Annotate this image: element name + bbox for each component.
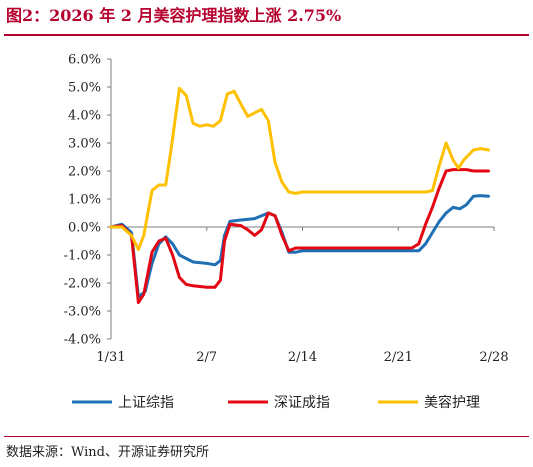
- x-tick-label: 1/31: [96, 350, 125, 365]
- y-tick-label: 5.0%: [68, 81, 101, 96]
- legend-label: 美容护理: [424, 394, 480, 411]
- chart-legend: 上证综指 深证成指 美容护理: [72, 394, 480, 411]
- x-tick-label: 2/21: [384, 350, 413, 365]
- y-tick-label: -1.0%: [64, 249, 101, 264]
- series-line-3: [111, 88, 489, 249]
- y-tick-label: -2.0%: [64, 277, 101, 292]
- y-tick-label: 1.0%: [68, 193, 101, 208]
- legend-label: 深证成指: [274, 395, 330, 411]
- legend-label: 上证综指: [118, 395, 174, 411]
- y-tick-label: 3.0%: [68, 137, 101, 152]
- series-lines: [111, 88, 489, 302]
- y-tick-label: -4.0%: [64, 333, 101, 348]
- y-tick-label: -3.0%: [64, 305, 101, 320]
- figure-title: 图2：2026 年 2 月美容护理指数上涨 2.75%: [6, 2, 527, 30]
- x-axis-tick-labels: 1/31 2/7 2/14 2/21 2/28: [96, 350, 508, 365]
- y-tick-label: 2.0%: [68, 165, 101, 180]
- y-tick-label: 4.0%: [68, 109, 101, 124]
- source-divider: [4, 436, 529, 437]
- figure-source-note: 数据来源：Wind、开源证券研究所: [6, 441, 209, 460]
- legend-item: 上证综指: [72, 395, 174, 411]
- line-chart: 6.0% 5.0% 4.0% 3.0% 2.0% 1.0% 0.0% -1.0% -2.0% -3…: [0, 38, 533, 430]
- title-divider: [4, 34, 529, 36]
- legend-item: 美容护理: [378, 394, 480, 411]
- y-tick-label: 6.0%: [68, 53, 101, 68]
- x-tick-label: 2/28: [479, 350, 508, 365]
- x-tick-label: 2/7: [196, 350, 217, 365]
- y-tick-label: 0.0%: [68, 221, 101, 236]
- x-tick-label: 2/14: [288, 350, 317, 365]
- y-axis-tick-labels: 6.0% 5.0% 4.0% 3.0% 2.0% 1.0% 0.0% -1.0% -2.0% -3…: [64, 53, 101, 348]
- legend-item: 深证成指: [228, 395, 330, 411]
